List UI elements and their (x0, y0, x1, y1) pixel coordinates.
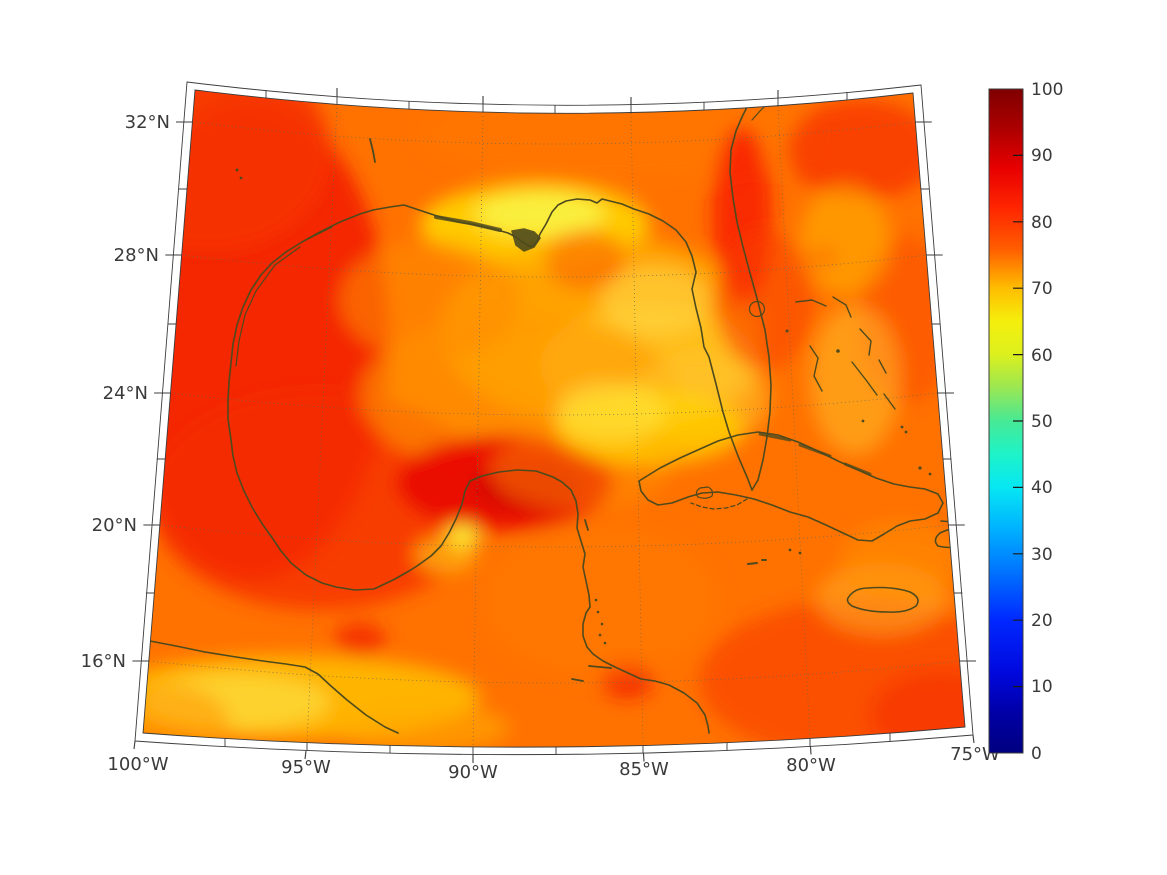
coastline-cuba (638, 431, 944, 542)
colorbar-tick-label: 50 (1031, 412, 1053, 432)
lon-tick-label: 85°W (619, 759, 669, 780)
lat-axis-labels: 32°N 28°N 24°N 20°N 16°N (81, 112, 170, 672)
cuba-north-cays (758, 432, 872, 476)
coastline-pacific-mexico (149, 640, 399, 734)
colorbar-tick-label: 60 (1031, 346, 1053, 366)
coastline-florida-atlantic (729, 106, 772, 491)
colorbar-tick-label: 30 (1031, 545, 1053, 565)
lat-tick-label: 24°N (103, 383, 148, 404)
louisiana-marsh (434, 215, 502, 232)
colorbar-tick-label: 0 (1031, 744, 1042, 764)
lon-tick-label: 100°W (107, 754, 168, 775)
colorbar-tick-label: 90 (1031, 146, 1053, 166)
colorbar-tick-label: 70 (1031, 279, 1053, 299)
coastline-mexico-yucatan-honduras (227, 209, 710, 734)
heatmap-field (143, 90, 965, 748)
frame-dividers (140, 90, 968, 755)
lat-tick-label: 16°N (81, 651, 126, 672)
florida-keys (690, 498, 748, 510)
colorbar-tick-label: 80 (1031, 213, 1053, 233)
lon-tick-label: 95°W (281, 757, 331, 778)
colorbar-tick-label: 20 (1031, 611, 1053, 631)
coastline-jamaica (846, 586, 919, 613)
coastline-texas-barrier-islands (235, 226, 333, 367)
lat-tick-label: 32°N (125, 112, 170, 133)
cozumel (584, 519, 589, 531)
graticule (148, 103, 961, 748)
lat-tick-label: 20°N (92, 515, 137, 536)
lon-tick-label: 75°W (950, 744, 1000, 765)
lat-tick-label: 28°N (114, 245, 159, 266)
lon-tick-label: 90°W (448, 762, 498, 783)
lake-okeechobee (748, 300, 766, 318)
colorbar-labels: 100 90 80 70 60 50 40 30 20 10 0 (1031, 80, 1063, 764)
axis-ticks (132, 88, 976, 763)
lon-axis-labels: 100°W 95°W 90°W 85°W 80°W 75°W (107, 744, 1000, 783)
islet-dots (235, 168, 932, 645)
map-frame (132, 81, 976, 763)
frame-outer (134, 81, 974, 756)
cayman-islands (747, 559, 767, 565)
mississippi-delta-marsh (511, 228, 541, 252)
bahamas (795, 296, 896, 410)
colorbar-tick-label: 10 (1031, 677, 1053, 697)
sabine-lake (369, 138, 376, 163)
colorbar-tick-label: 100 (1031, 80, 1063, 100)
colorbar-ticks (1013, 154, 1023, 688)
coastlines (149, 104, 965, 734)
roatan-bay-islands (571, 665, 612, 682)
lon-tick-label: 80°W (786, 755, 836, 776)
tortuga-island (940, 520, 954, 523)
colorbar: 100 90 80 70 60 50 40 30 20 10 0 (988, 80, 1063, 764)
isla-de-la-juventud (695, 486, 714, 499)
frame-inner (142, 89, 966, 748)
colorbar-tick-label: 40 (1031, 478, 1053, 498)
